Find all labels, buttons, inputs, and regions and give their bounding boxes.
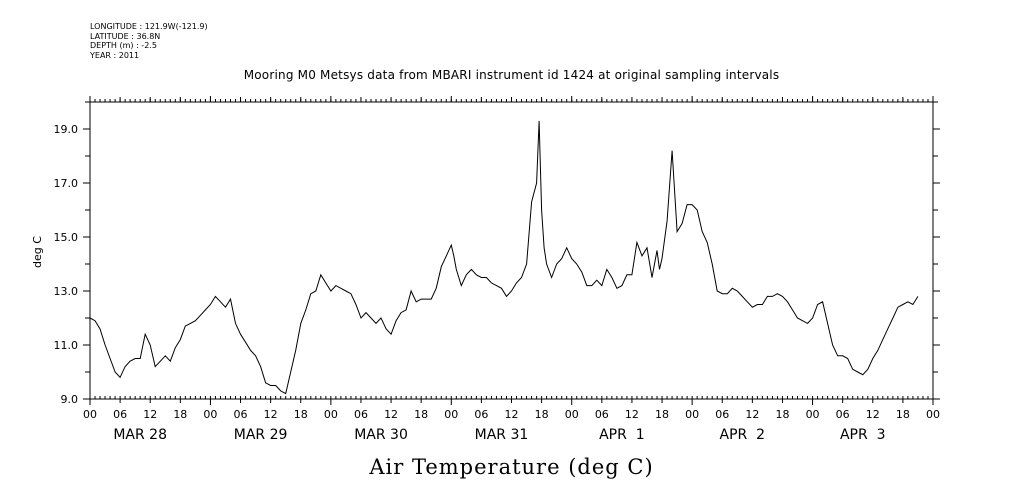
x-tick-label: 18 — [896, 408, 910, 421]
x-day-label: MAR 31 — [475, 427, 529, 443]
x-tick-label: 12 — [866, 408, 880, 421]
x-tick-label: 12 — [745, 408, 759, 421]
x-tick-label: 06 — [113, 408, 127, 421]
x-tick-label: 00 — [565, 408, 579, 421]
y-axis-label: deg C — [31, 236, 44, 268]
x-tick-label: 00 — [83, 408, 97, 421]
x-tick-label: 18 — [535, 408, 549, 421]
x-tick-label: 00 — [444, 408, 458, 421]
x-tick-label: 18 — [414, 408, 428, 421]
metadata-block: LONGITUDE : 121.9W(-121.9) LATITUDE : 36… — [90, 22, 208, 60]
x-tick-label: 06 — [234, 408, 248, 421]
x-tick-label: 12 — [264, 408, 278, 421]
minor-ticks — [89, 99, 934, 399]
x-tick-label: 12 — [384, 408, 398, 421]
longitude-text: LONGITUDE : 121.9W(-121.9) — [90, 22, 208, 31]
x-tick-label: 06 — [474, 408, 488, 421]
y-tick-label: 9.0 — [61, 393, 79, 406]
x-tick-label: 18 — [655, 408, 669, 421]
x-tick-label: 00 — [806, 408, 820, 421]
x-tick-label: 12 — [505, 408, 519, 421]
x-tick-label: 12 — [625, 408, 639, 421]
x-day-label: MAR 29 — [234, 427, 288, 443]
x-tick-label: 06 — [715, 408, 729, 421]
y-tick-label: 19.0 — [54, 123, 79, 136]
y-tick-label: 15.0 — [54, 231, 79, 244]
chart-title: Mooring M0 Metsys data from MBARI instru… — [243, 68, 780, 82]
x-tick-label: 06 — [836, 408, 850, 421]
x-axis-label: Air Temperature (deg C) — [369, 455, 654, 479]
x-tick-label: 06 — [354, 408, 368, 421]
series-line-air-temperature — [89, 120, 919, 395]
y-tick-label: 13.0 — [54, 285, 79, 298]
x-day-label: APR 2 — [720, 427, 766, 443]
x-tick-label: 06 — [595, 408, 609, 421]
x-tick-label: 00 — [685, 408, 699, 421]
x-day-label: MAR 30 — [354, 427, 408, 443]
x-tick-label: 12 — [143, 408, 157, 421]
x-tick-label: 18 — [294, 408, 308, 421]
x-tick-label: 00 — [203, 408, 217, 421]
latitude-text: LATITUDE : 36.8N — [90, 31, 161, 41]
y-axis: 9.0 11.0 13.0 15.0 17.0 19.0 — [54, 101, 940, 406]
x-tick-label: 00 — [926, 408, 940, 421]
x-tick-label: 18 — [775, 408, 789, 421]
year-text: YEAR : 2011 — [90, 50, 140, 60]
x-day-label: APR 1 — [599, 427, 645, 443]
x-tick-label: 00 — [324, 408, 338, 421]
depth-text: DEPTH (m) : -2.5 — [90, 41, 157, 50]
y-tick-label: 11.0 — [54, 339, 79, 352]
x-day-label: APR 3 — [840, 427, 886, 443]
y-tick-label: 17.0 — [54, 177, 79, 190]
plot-frame — [89, 101, 934, 400]
x-day-label: MAR 28 — [113, 427, 167, 443]
x-tick-label: 18 — [173, 408, 187, 421]
x-axis: 00 06 12 18 00 06 12 18 00 06 12 18 00 06 12 18 00 06 12 18… — [83, 96, 940, 443]
